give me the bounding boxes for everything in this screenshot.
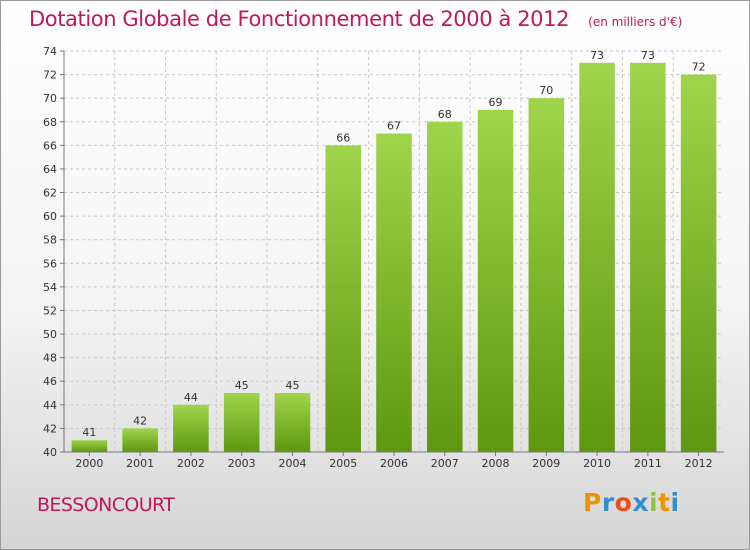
x-tick-label: 2012	[685, 457, 713, 470]
bar	[71, 440, 108, 452]
data-label: 44	[184, 391, 198, 404]
bar	[325, 145, 361, 452]
bar	[427, 121, 463, 452]
data-label: 41	[82, 426, 96, 439]
y-tick-label: 48	[43, 352, 57, 365]
y-tick-label: 60	[43, 210, 57, 223]
chart-subtitle: (en milliers d'€)	[588, 15, 683, 29]
y-tick-label: 50	[43, 328, 57, 341]
y-tick-label: 68	[43, 116, 57, 129]
data-labels: 41 42 44 45 45 66 67 68 69 70 73 73 72	[82, 49, 705, 439]
y-tick-label: 44	[43, 399, 57, 412]
brand-letter: i	[649, 488, 659, 517]
bar	[223, 393, 260, 452]
x-tick-label: 2011	[634, 457, 662, 470]
data-label: 73	[641, 49, 655, 62]
brand-letter: P	[583, 488, 602, 517]
bar	[477, 109, 514, 453]
bar	[579, 62, 615, 452]
y-tick-label: 58	[43, 234, 57, 247]
y-tick-label: 72	[43, 69, 57, 82]
data-label: 67	[387, 120, 401, 133]
proxiti-logo[interactable]: Proxiti	[583, 488, 680, 517]
brand-letter: o	[614, 488, 633, 517]
bars	[71, 62, 717, 453]
x-tick-label: 2003	[228, 457, 256, 470]
x-tick-label: 2005	[329, 457, 357, 470]
y-tick-label: 54	[43, 281, 57, 294]
x-tick-label: 2000	[75, 457, 103, 470]
bar	[122, 428, 158, 452]
x-tick-label: 2006	[380, 457, 408, 470]
bar	[630, 62, 666, 452]
data-label: 68	[438, 108, 452, 121]
bar	[680, 74, 717, 453]
y-tick-label: 66	[43, 139, 57, 152]
y-tick-label: 62	[43, 187, 57, 200]
data-label: 42	[133, 414, 147, 427]
place-name: BESSONCOURT	[37, 494, 175, 516]
y-tick-label: 70	[43, 92, 57, 105]
x-tick-label: 2004	[278, 457, 306, 470]
y-tick-label: 74	[43, 45, 57, 58]
chart-header: Dotation Globale de Fonctionnement de 20…	[29, 7, 682, 31]
x-tick-label: 2002	[177, 457, 205, 470]
y-tick-label: 42	[43, 422, 57, 435]
data-label: 69	[489, 96, 503, 109]
y-tick-label: 40	[43, 446, 57, 459]
chart-title: Dotation Globale de Fonctionnement de 20…	[29, 7, 570, 31]
data-label: 72	[692, 61, 706, 74]
brand-letter: r	[601, 488, 615, 517]
x-tick-label: 2007	[431, 457, 459, 470]
bar	[528, 98, 565, 453]
data-label: 45	[235, 379, 249, 392]
data-label: 73	[590, 49, 604, 62]
data-label: 70	[539, 84, 553, 97]
axes: 40 42 44 46 48 50 52 54 56 58 60 62 64 66 68 70 72 74 2000…	[43, 45, 724, 470]
y-tick-label: 52	[43, 304, 57, 317]
data-label: 66	[336, 131, 350, 144]
y-tick-label: 64	[43, 163, 57, 176]
x-tick-label: 2008	[482, 457, 510, 470]
data-label: 45	[285, 379, 299, 392]
bar	[173, 404, 209, 452]
bar	[274, 393, 311, 452]
brand-letter: x	[632, 488, 649, 517]
y-tick-label: 46	[43, 375, 57, 388]
brand-letter: t	[658, 488, 671, 517]
x-tick-label: 2009	[532, 457, 560, 470]
bar	[376, 133, 412, 452]
x-tick-label: 2010	[583, 457, 611, 470]
brand-letter: i	[670, 488, 680, 517]
y-tick-label: 56	[43, 257, 57, 270]
x-tick-label: 2001	[126, 457, 154, 470]
